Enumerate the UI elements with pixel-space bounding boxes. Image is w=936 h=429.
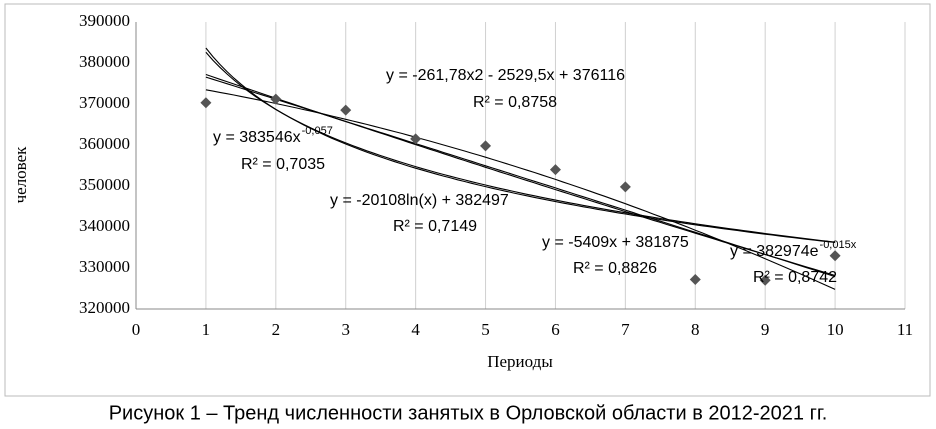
y-tick-label: 390000 — [79, 11, 130, 30]
y-tick-label: 330000 — [79, 257, 130, 276]
trend-equation: y = -261,78x2 - 2529,5x + 376116 — [386, 67, 625, 84]
caption: Рисунок 1 – Тренд численности занятых в … — [109, 402, 828, 424]
y-tick-label: 340000 — [79, 216, 130, 235]
trend-equation: y = 382974e — [730, 243, 819, 260]
r-squared: R² = 0,8826 — [573, 260, 657, 277]
data-point — [340, 104, 352, 116]
x-tick-label: 4 — [411, 320, 420, 339]
chart-border — [4, 3, 931, 397]
data-point — [619, 181, 631, 193]
data-point — [480, 140, 492, 152]
r-squared: R² = 0,8758 — [473, 94, 557, 111]
y-tick-label: 350000 — [79, 175, 130, 194]
x-tick-label: 6 — [551, 320, 560, 339]
y-tick-label: 370000 — [79, 93, 130, 112]
data-point — [689, 273, 701, 285]
x-tick-label: 3 — [341, 320, 350, 339]
equation-exponent: -0,057 — [302, 125, 333, 137]
trend-equation: y = -20108ln(x) + 382497 — [330, 192, 509, 209]
y-axis-label: человек — [11, 146, 30, 204]
data-point — [270, 93, 282, 105]
x-tick-label: 8 — [691, 320, 700, 339]
x-tick-label: 5 — [481, 320, 490, 339]
r-squared: R² = 0,8742 — [753, 269, 837, 286]
r-squared: R² = 0,7035 — [241, 156, 325, 173]
x-tick-label: 7 — [621, 320, 630, 339]
trendline — [205, 51, 836, 243]
x-tick-label: 10 — [827, 320, 844, 339]
y-tick-label: 320000 — [79, 298, 130, 317]
data-point — [829, 250, 841, 262]
x-tick-label: 1 — [202, 320, 211, 339]
x-axis-label: Периоды — [487, 352, 553, 371]
trend-equation: y = 383546x — [213, 129, 301, 146]
x-tick-label: 11 — [897, 320, 913, 339]
trend-equation: y = -5409x + 381875 — [542, 234, 689, 251]
equation-exponent: -0,015x — [820, 239, 857, 251]
data-point — [549, 164, 561, 176]
x-tick-label: 9 — [761, 320, 770, 339]
data-point — [410, 133, 422, 145]
x-tick-label: 0 — [132, 320, 141, 339]
r-squared: R² = 0,7149 — [393, 218, 477, 235]
x-tick-label: 2 — [272, 320, 281, 339]
y-tick-label: 380000 — [79, 52, 130, 71]
data-point — [759, 274, 771, 286]
data-point — [200, 97, 212, 109]
y-tick-label: 360000 — [79, 134, 130, 153]
trendline — [205, 73, 836, 277]
